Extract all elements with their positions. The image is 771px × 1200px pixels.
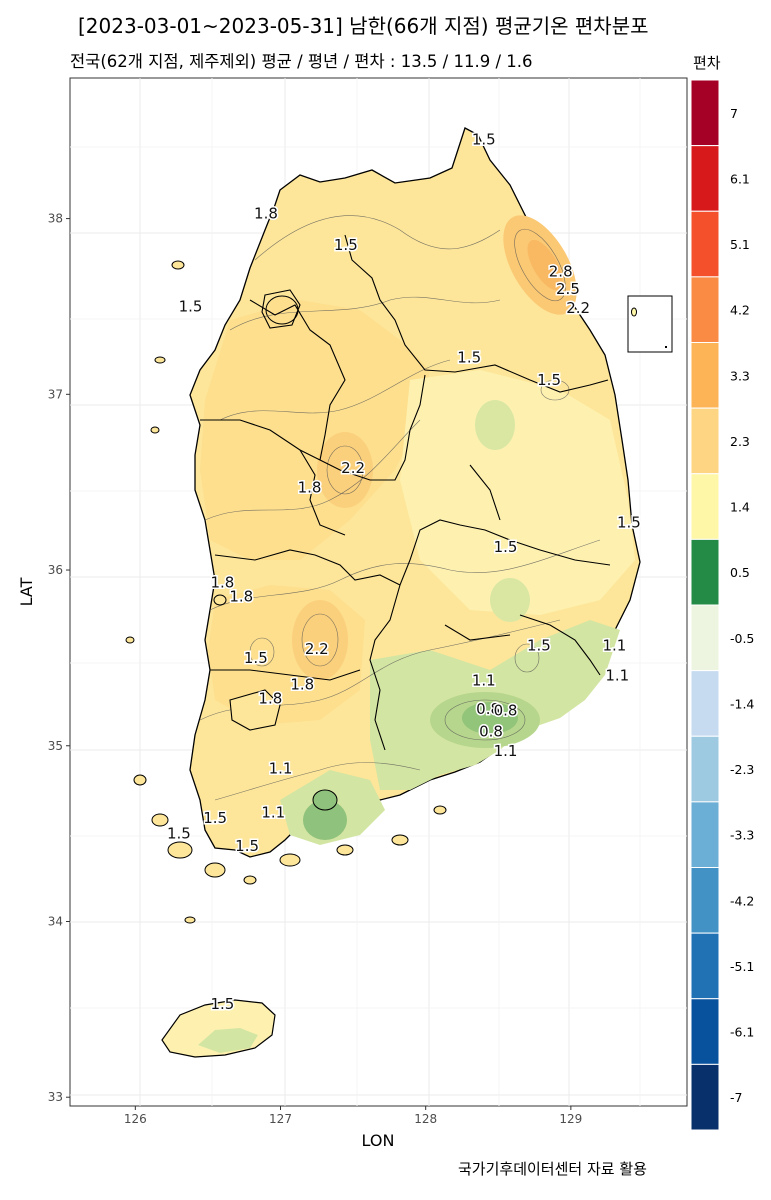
y-tick-label: 33 (48, 1090, 63, 1104)
contour-label: 1.5 (235, 837, 259, 855)
legend-swatch (690, 538, 720, 606)
contour-label: 1.1 (602, 637, 626, 655)
legend-label: -3.3 (730, 828, 754, 843)
legend-swatch (690, 145, 720, 212)
contour-label: 2.2 (341, 459, 365, 477)
legend-swatch (690, 407, 720, 475)
legend-colorbar: 7 6.1 5.1 4.2 3.3 2.3 1.4 0.5 -0.5 -1.4 -2.3 -3.3 -4… (690, 79, 754, 1131)
legend-swatch (690, 604, 720, 672)
coastal-islands (125, 260, 447, 924)
contour-label: 1.5 (457, 348, 481, 366)
contour-label: 2.2 (305, 640, 329, 658)
contour-label: 1.5 (472, 131, 496, 149)
legend-label: -7 (730, 1090, 742, 1105)
y-tick-label: 35 (48, 739, 63, 753)
legend-swatch (690, 210, 720, 278)
contour-label: 1.5 (244, 649, 268, 667)
contour-label: 1.5 (494, 538, 518, 556)
chart-subtitle: 전국(62개 지점, 제주제외) 평균 / 평년 / 편차 : 13.5 / 1… (70, 52, 533, 71)
contour-label: 1.8 (229, 587, 253, 605)
legend-label: 7 (730, 106, 738, 121)
contour-label: 1.8 (290, 675, 314, 693)
y-tick-label: 36 (48, 563, 63, 577)
contour-label: 1.5 (179, 297, 203, 315)
contour-label: 1.5 (211, 995, 235, 1013)
legend-swatch (690, 1063, 720, 1131)
y-tick-label: 38 (48, 212, 63, 226)
y-axis: 33 34 35 36 37 38 (48, 212, 70, 1104)
legend-title: 편차 (693, 54, 721, 72)
ulleungdo-inset (627, 295, 673, 353)
legend-swatch (690, 932, 720, 1000)
legend-label: -5.1 (730, 959, 754, 974)
contour-label: 1.5 (527, 637, 551, 655)
legend-label: -2.3 (730, 762, 754, 777)
data-source-credit: 국가기후데이터센터 자료 활용 (458, 1160, 647, 1178)
contour-label: 2.8 (549, 262, 573, 280)
contour-label: 1.5 (334, 236, 358, 254)
contour-label: 1.1 (261, 804, 285, 822)
province-boundaries (200, 234, 611, 751)
x-tick-label: 128 (414, 1112, 437, 1126)
legend-swatch (690, 342, 720, 409)
contour-label: 1.5 (203, 809, 227, 827)
contour-label: 1.5 (537, 371, 561, 389)
legend-swatch (690, 79, 720, 147)
contour-label: 1.5 (617, 514, 641, 532)
legend-label: -0.5 (730, 631, 754, 646)
legend-label: 4.2 (730, 303, 750, 318)
legend-label: -6.1 (730, 1025, 754, 1040)
contour-label: 2.2 (566, 299, 590, 317)
legend-swatch (690, 867, 720, 934)
legend-swatch (690, 735, 720, 803)
x-tick-label: 126 (124, 1112, 147, 1126)
legend-label: 1.4 (730, 500, 750, 515)
contour-label: 1.8 (298, 478, 322, 496)
legend-swatch (690, 276, 720, 343)
x-axis: 126 127 128 129 (124, 1106, 582, 1126)
chart-title: [2023-03-01~2023-05-31] 남한(66개 지점) 평균기온 … (78, 14, 649, 38)
contour-label: 0.8 (479, 723, 503, 741)
x-tick-label: 129 (559, 1112, 582, 1126)
contour-label: 1.8 (254, 204, 278, 222)
legend-label: 5.1 (730, 237, 750, 252)
legend-label: 3.3 (730, 368, 750, 383)
legend-label: -4.2 (730, 893, 754, 908)
contour-label: 0.8 (494, 702, 518, 720)
legend-label: 0.5 (730, 565, 750, 580)
contour-label: 1.5 (167, 825, 191, 843)
legend-label: 6.1 (730, 171, 750, 186)
contour-label: 1.1 (472, 672, 496, 690)
jeju-island (161, 999, 276, 1058)
x-tick-label: 127 (269, 1112, 292, 1126)
contour-label: 1.8 (211, 573, 235, 591)
legend-label: -1.4 (730, 696, 754, 711)
legend-label: 2.3 (730, 434, 750, 449)
mainland-korea (189, 127, 641, 858)
contour-label: 1.8 (258, 689, 282, 707)
contour-label: 1.1 (494, 742, 518, 760)
legend-swatch (690, 670, 720, 737)
legend-swatch (690, 998, 720, 1065)
y-tick-label: 37 (48, 387, 63, 401)
x-axis-title: LON (362, 1131, 395, 1150)
y-tick-label: 34 (48, 914, 63, 928)
contour-label: 2.5 (556, 280, 580, 298)
legend-swatch (690, 801, 720, 868)
y-axis-title: LAT (17, 577, 36, 606)
contour-label: 1.1 (605, 666, 629, 684)
contour-label: 0.8 (476, 700, 500, 718)
contour-labels: 1.51.81.52.82.52.21.51.51.52.21.81.51.51… (165, 129, 642, 1015)
contour-label: 1.1 (269, 760, 293, 778)
legend-swatch (690, 473, 720, 540)
